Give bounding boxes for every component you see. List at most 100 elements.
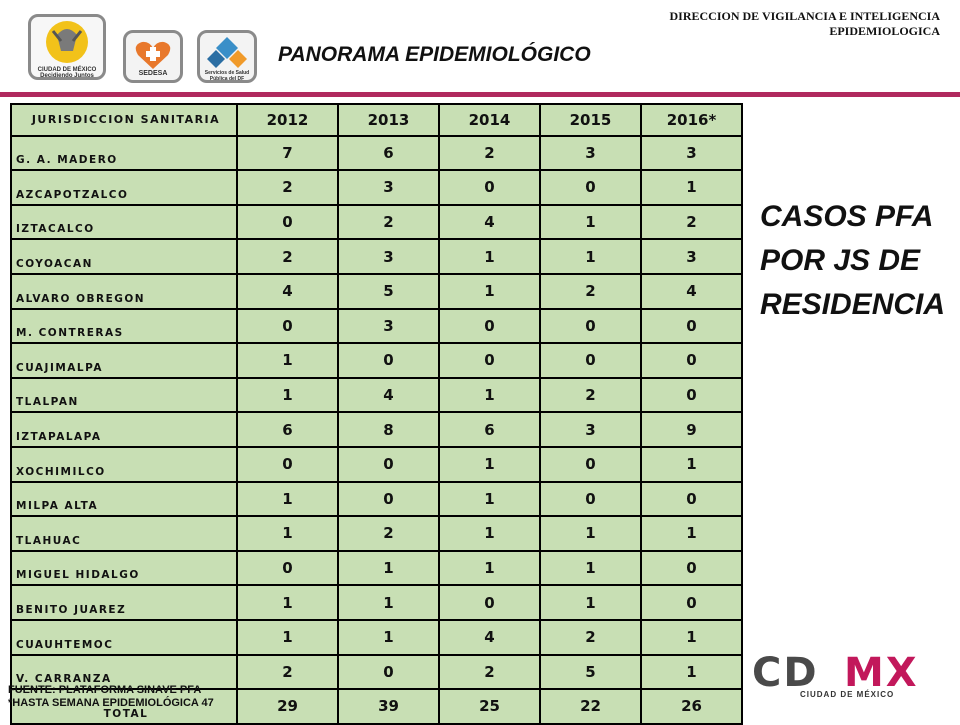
table-row: XOCHIMILCO 0 0 1 0 1 [10, 445, 743, 483]
case-count-cell: 0 [640, 342, 743, 379]
case-count-cell: 4 [640, 272, 743, 310]
svg-text:MX: MX [844, 652, 919, 692]
case-count-cell: 0 [539, 307, 642, 345]
case-count-cell: 0 [438, 584, 541, 621]
table-row: ALVARO OBREGON 4 5 1 2 4 [10, 272, 743, 310]
jurisdiccion-name: AZCAPOTZALCO [10, 169, 238, 206]
case-count-cell: 0 [236, 549, 339, 587]
jurisdiccion-name: XOCHIMILCO [10, 445, 238, 483]
case-count-cell: 0 [438, 169, 541, 206]
cdmx-gov-caption: CIUDAD DE MÉXICO Decidiendo Juntos [37, 67, 97, 79]
case-count-cell: 1 [337, 584, 440, 621]
case-count-cell: 0 [640, 584, 743, 621]
total-2013: 39 [337, 688, 440, 725]
case-count-cell: 3 [337, 169, 440, 206]
table-row: V. CARRANZA 2 0 2 5 1 [10, 653, 743, 691]
case-count-cell: 6 [236, 411, 339, 448]
jurisdiccion-name: TLALPAN [10, 376, 238, 414]
case-count-cell: 1 [236, 376, 339, 414]
eagle-emblem-icon [46, 21, 88, 63]
table-row: COYOACAN 2 3 1 1 3 [10, 238, 743, 275]
case-count-cell: 1 [640, 618, 743, 656]
header-2015: 2015 [539, 103, 642, 137]
case-count-cell: 2 [539, 618, 642, 656]
case-count-cell: 3 [337, 307, 440, 345]
case-count-cell: 2 [438, 653, 541, 691]
jurisdiccion-name: IZTACALCO [10, 203, 238, 241]
table-row: M. CONTRERAS 0 3 0 0 0 [10, 307, 743, 345]
jurisdiccion-name: CUAJIMALPA [10, 342, 238, 379]
case-count-cell: 4 [337, 376, 440, 414]
jurisdiccion-name: CUAUHTEMOC [10, 618, 238, 656]
jurisdiccion-name: IZTAPALAPA [10, 411, 238, 448]
footer-note: *HASTA SEMANA EPIDEMIOLÓGICA 47 [8, 697, 214, 709]
case-count-cell: 2 [337, 515, 440, 552]
case-count-cell: 0 [438, 307, 541, 345]
case-count-cell: 3 [539, 411, 642, 448]
table-row: MILPA ALTA 1 0 1 0 0 [10, 480, 743, 518]
case-count-cell: 0 [640, 480, 743, 518]
footer-source: FUENTE: PLATAFORMA SINAVE PFA [8, 684, 202, 696]
case-count-cell: 3 [539, 134, 642, 172]
cdmx-subtitle: CIUDAD DE MÉXICO [800, 690, 895, 699]
jurisdiccion-name: M. CONTRERAS [10, 307, 238, 345]
jurisdiccion-name: MIGUEL HIDALGO [10, 549, 238, 587]
table-row: AZCAPOTZALCO 2 3 0 0 1 [10, 169, 743, 206]
case-count-cell: 2 [539, 272, 642, 310]
case-count-cell: 3 [337, 238, 440, 275]
case-count-cell: 0 [539, 342, 642, 379]
case-count-cell: 3 [640, 238, 743, 275]
case-count-cell: 0 [539, 445, 642, 483]
case-count-cell: 5 [337, 272, 440, 310]
case-count-cell: 0 [236, 203, 339, 241]
table-row: CUAUHTEMOC 1 1 4 2 1 [10, 618, 743, 656]
header-2014: 2014 [438, 103, 541, 137]
servicios-salud-logo: Servicios de Salud Pública del DF [197, 30, 257, 83]
case-count-cell: 2 [640, 203, 743, 241]
sedesa-logo: SEDESA [123, 30, 183, 83]
page-title: PANORAMA EPIDEMIOLÓGICO [278, 43, 591, 66]
case-count-cell: 2 [337, 203, 440, 241]
diamond-blocks-icon [207, 37, 247, 68]
footer-notes: FUENTE: PLATAFORMA SINAVE PFA *HASTA SEM… [8, 684, 214, 710]
case-count-cell: 2 [236, 653, 339, 691]
case-count-cell: 4 [438, 203, 541, 241]
case-count-cell: 3 [640, 134, 743, 172]
table-row: BENITO JUAREZ 1 1 0 1 0 [10, 584, 743, 621]
case-count-cell: 0 [337, 653, 440, 691]
jurisdiccion-name: COYOACAN [10, 238, 238, 275]
jurisdiccion-name: V. CARRANZA [10, 653, 238, 691]
table-row: TLALPAN 1 4 1 2 0 [10, 376, 743, 414]
chart-side-title: CASOS PFA POR JS DE RESIDENCIA [760, 195, 955, 327]
case-count-cell: 1 [539, 238, 642, 275]
case-count-cell: 1 [438, 238, 541, 275]
cdmx-government-logo: CIUDAD DE MÉXICO Decidiendo Juntos [28, 14, 106, 80]
jurisdiccion-name: BENITO JUAREZ [10, 584, 238, 621]
case-count-cell: 7 [236, 134, 339, 172]
header-2012: 2012 [236, 103, 339, 137]
case-count-cell: 6 [337, 134, 440, 172]
cases-table: JURISDICCION SANITARIA 2012 2013 2014 20… [10, 103, 743, 725]
header-jurisdiccion: JURISDICCION SANITARIA [10, 103, 238, 137]
case-count-cell: 1 [236, 618, 339, 656]
table-row: IZTACALCO 0 2 4 1 2 [10, 203, 743, 241]
case-count-cell: 0 [337, 342, 440, 379]
header-2016: 2016* [640, 103, 743, 137]
health-heart-icon [135, 41, 171, 69]
case-count-cell: 6 [438, 411, 541, 448]
case-count-cell: 2 [236, 238, 339, 275]
cdmx-brand-logo: CD MX [752, 650, 938, 712]
total-2015: 22 [539, 688, 642, 725]
case-count-cell: 1 [438, 376, 541, 414]
jurisdiccion-name: ALVARO OBREGON [10, 272, 238, 310]
case-count-cell: 0 [539, 169, 642, 206]
case-count-cell: 1 [236, 342, 339, 379]
table-row: CUAJIMALPA 1 0 0 0 0 [10, 342, 743, 379]
jurisdiccion-name: TLAHUAC [10, 515, 238, 552]
table-body: G. A. MADERO 7 6 2 3 3 AZCAPOTZALCO 2 3 0 0 1 IZTACA… [10, 134, 743, 691]
case-count-cell: 0 [337, 445, 440, 483]
case-count-cell: 1 [438, 480, 541, 518]
org-title: DIRECCION DE VIGILANCIA E INTELIGENCIA E… [669, 9, 940, 38]
case-count-cell: 0 [337, 480, 440, 518]
case-count-cell: 0 [640, 307, 743, 345]
